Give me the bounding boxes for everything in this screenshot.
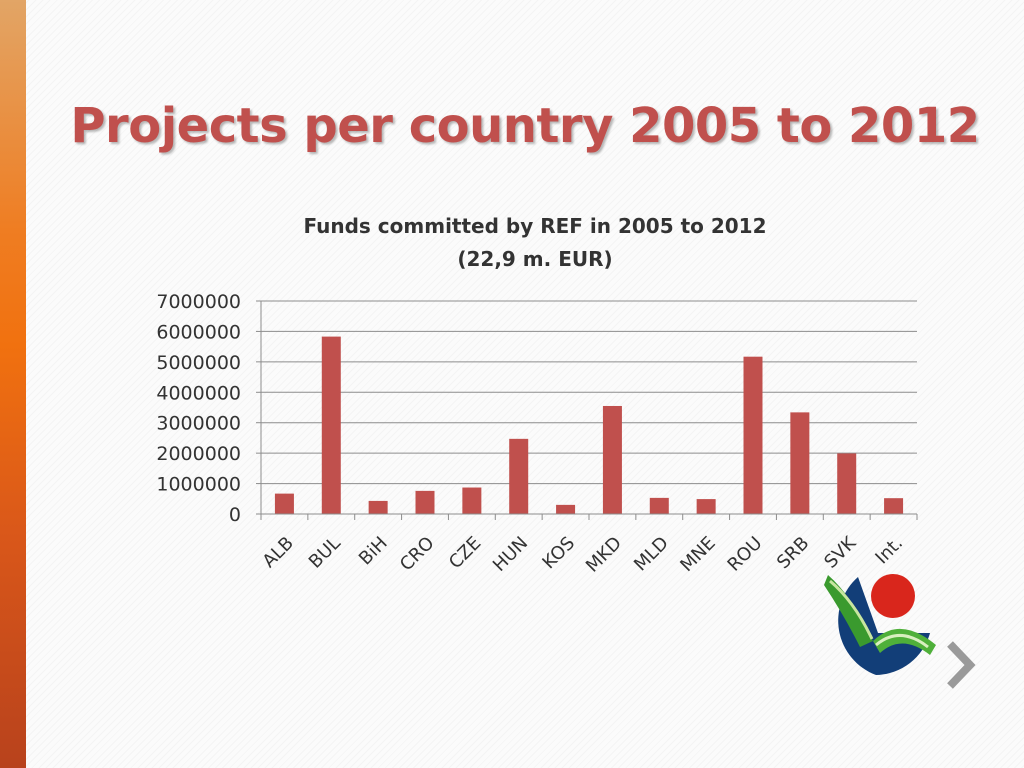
- x-tick-label: KOS: [539, 533, 580, 574]
- chevron-right-icon[interactable]: [944, 640, 978, 690]
- ref-logo-icon: [824, 574, 936, 675]
- grid-lines: [261, 300, 917, 485]
- side-accent-bar: [0, 0, 26, 768]
- axes: [256, 300, 918, 520]
- x-tick-label: BUL: [305, 533, 345, 573]
- x-tick-label: CRO: [396, 533, 439, 576]
- x-tick-label: HUN: [489, 533, 532, 576]
- y-tick-label: 3000000: [156, 413, 241, 435]
- bar: [462, 487, 482, 514]
- y-tick-label: 4000000: [156, 382, 241, 404]
- chart-title-line-1: Funds committed by REF in 2005 to 2012: [303, 214, 767, 238]
- bar: [321, 336, 341, 514]
- y-tick-label: 7000000: [156, 291, 241, 313]
- y-tick-label: 5000000: [156, 352, 241, 374]
- x-tick-label: BiH: [355, 533, 392, 570]
- bar: [884, 498, 904, 514]
- bar: [837, 453, 857, 514]
- x-tick-label: MNE: [676, 533, 719, 576]
- y-tick-label: 1000000: [156, 474, 241, 496]
- bar: [743, 356, 763, 514]
- bar: [602, 405, 622, 514]
- bar: [790, 412, 810, 514]
- bar: [696, 499, 716, 514]
- chart-subtitle: (22,9 m. EUR): [457, 247, 613, 271]
- bar: [368, 500, 388, 514]
- x-tick-label: MKD: [582, 533, 626, 577]
- bar: [509, 438, 529, 514]
- x-tick-label: CZE: [445, 533, 486, 574]
- slide-title: Projects per country 2005 to 2012: [70, 98, 980, 154]
- x-tick-label: ROU: [724, 533, 767, 576]
- y-tick-label: 2000000: [156, 443, 241, 465]
- y-tick-label: 6000000: [156, 321, 241, 343]
- chart-title: Funds committed by REF in 2005 to 2012 (…: [235, 210, 835, 276]
- bar: [274, 493, 294, 514]
- bar: [415, 490, 435, 514]
- bars: [274, 336, 904, 514]
- x-tick-label: SRB: [773, 533, 814, 574]
- bar: [649, 497, 669, 514]
- bar: [556, 504, 576, 514]
- y-tick-label: 0: [229, 504, 241, 526]
- x-tick-label: MLD: [630, 533, 673, 576]
- x-tick-label: ALB: [259, 533, 298, 572]
